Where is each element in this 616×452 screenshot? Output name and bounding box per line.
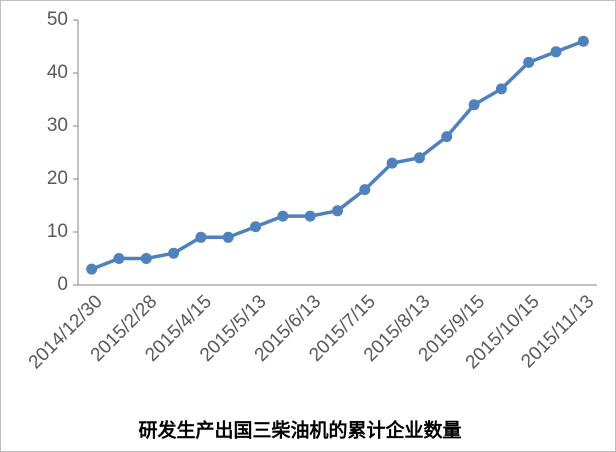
point [277, 210, 289, 222]
point [222, 231, 234, 243]
point [495, 83, 507, 95]
point [523, 56, 535, 68]
point [113, 253, 125, 264]
point [577, 35, 589, 47]
y-tick-label: 40 [47, 62, 68, 83]
point [140, 253, 152, 264]
y-tick-label: 30 [47, 115, 68, 136]
point [168, 247, 180, 259]
y-tick-label: 10 [47, 221, 68, 242]
point [359, 184, 371, 196]
point [468, 99, 480, 111]
point [386, 157, 398, 169]
point [332, 205, 343, 217]
point [550, 46, 562, 58]
y-tick-label: 50 [47, 9, 68, 30]
point [413, 152, 425, 164]
point [441, 131, 453, 143]
point [250, 221, 262, 233]
point [195, 231, 207, 243]
y-tick-label: 20 [47, 168, 68, 189]
point [304, 210, 316, 222]
chart-title: 研发生产出国三柴油机的累计企业数量 [138, 419, 461, 442]
point [86, 263, 98, 275]
y-tick-label: 0 [57, 274, 68, 295]
